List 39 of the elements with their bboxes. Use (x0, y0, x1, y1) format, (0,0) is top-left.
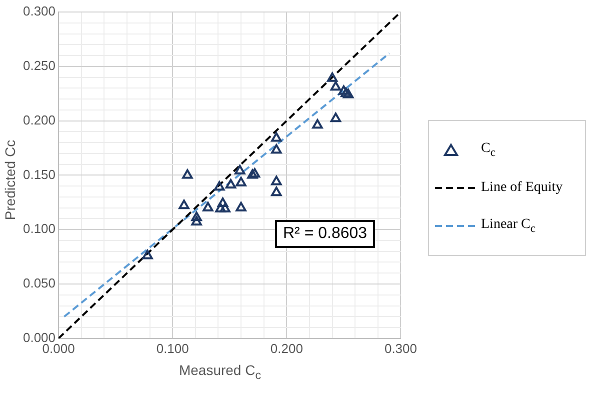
point (249, 168, 260, 178)
y-tick-label: 0.200 (22, 112, 56, 128)
point (178, 200, 190, 210)
x-axis-title: Measured C$_{c}$ (178, 362, 262, 382)
point (236, 176, 246, 186)
legend-label: Line of Equity (481, 180, 563, 196)
point (214, 181, 225, 191)
point (191, 212, 202, 222)
x-tick-label: 0.200 (270, 340, 303, 356)
point (182, 169, 193, 179)
y-tick-label: 0.300 (22, 4, 56, 19)
annotation: R² = 0.8603 (275, 220, 376, 248)
x-tick-label: 0.300 (384, 340, 418, 356)
y-tick-label: 0.250 (22, 58, 56, 73)
point (271, 144, 282, 154)
point (191, 216, 202, 226)
y-tick-label: 0.100 (22, 221, 56, 236)
point (236, 202, 246, 212)
point (142, 250, 153, 260)
point (271, 176, 282, 186)
point (225, 178, 236, 188)
point (271, 186, 282, 196)
point (338, 85, 350, 95)
point (202, 202, 214, 212)
legend-label: C$_{c}$ (481, 141, 496, 159)
point (312, 119, 323, 129)
point (330, 81, 342, 91)
point (217, 197, 228, 207)
point (234, 164, 246, 174)
y-tick-label: 0.050 (22, 276, 56, 291)
point (326, 72, 338, 82)
point (342, 88, 354, 98)
x-tick-label: 0.100 (156, 340, 189, 356)
y-axis-title: Predicted Cc (2, 140, 18, 220)
y-tick-label: 0.150 (22, 166, 56, 182)
point (271, 132, 282, 142)
point (330, 112, 342, 122)
legend-label: Linear C$_{c}$ (481, 217, 536, 235)
point (247, 169, 258, 179)
